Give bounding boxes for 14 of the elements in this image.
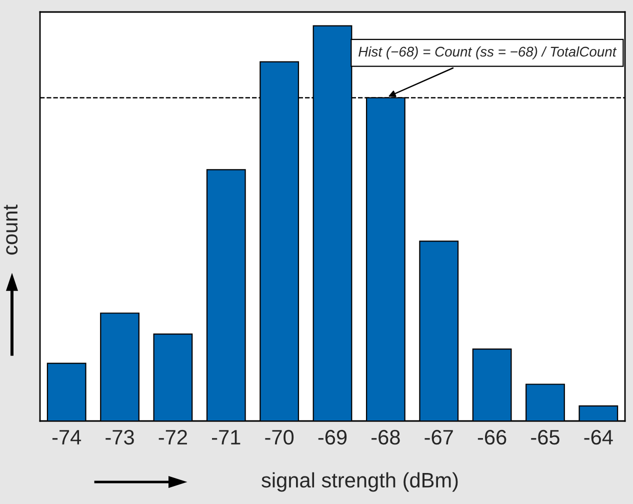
x-axis-title: signal strength (dBm) [262, 472, 458, 492]
annotation: Hist (−68) = Count (ss = −68) / TotalCount [358, 46, 617, 60]
x-tick-label: -74 [52, 430, 82, 444]
x-tick-label: -68 [372, 430, 400, 445]
x-tick-label: -67 [424, 430, 453, 445]
x-tick-label: -72 [158, 430, 187, 444]
y-axis-title: count [4, 204, 18, 255]
x-tick-label: -66 [478, 430, 506, 445]
x-tick-label: -69 [318, 430, 347, 445]
x-tick-label: -65 [531, 430, 560, 445]
x-tick-label: -71 [212, 430, 240, 444]
x-tick-label: -70 [265, 430, 294, 445]
x-tick-label: -64 [584, 430, 613, 445]
x-tick-label: -73 [106, 430, 134, 445]
